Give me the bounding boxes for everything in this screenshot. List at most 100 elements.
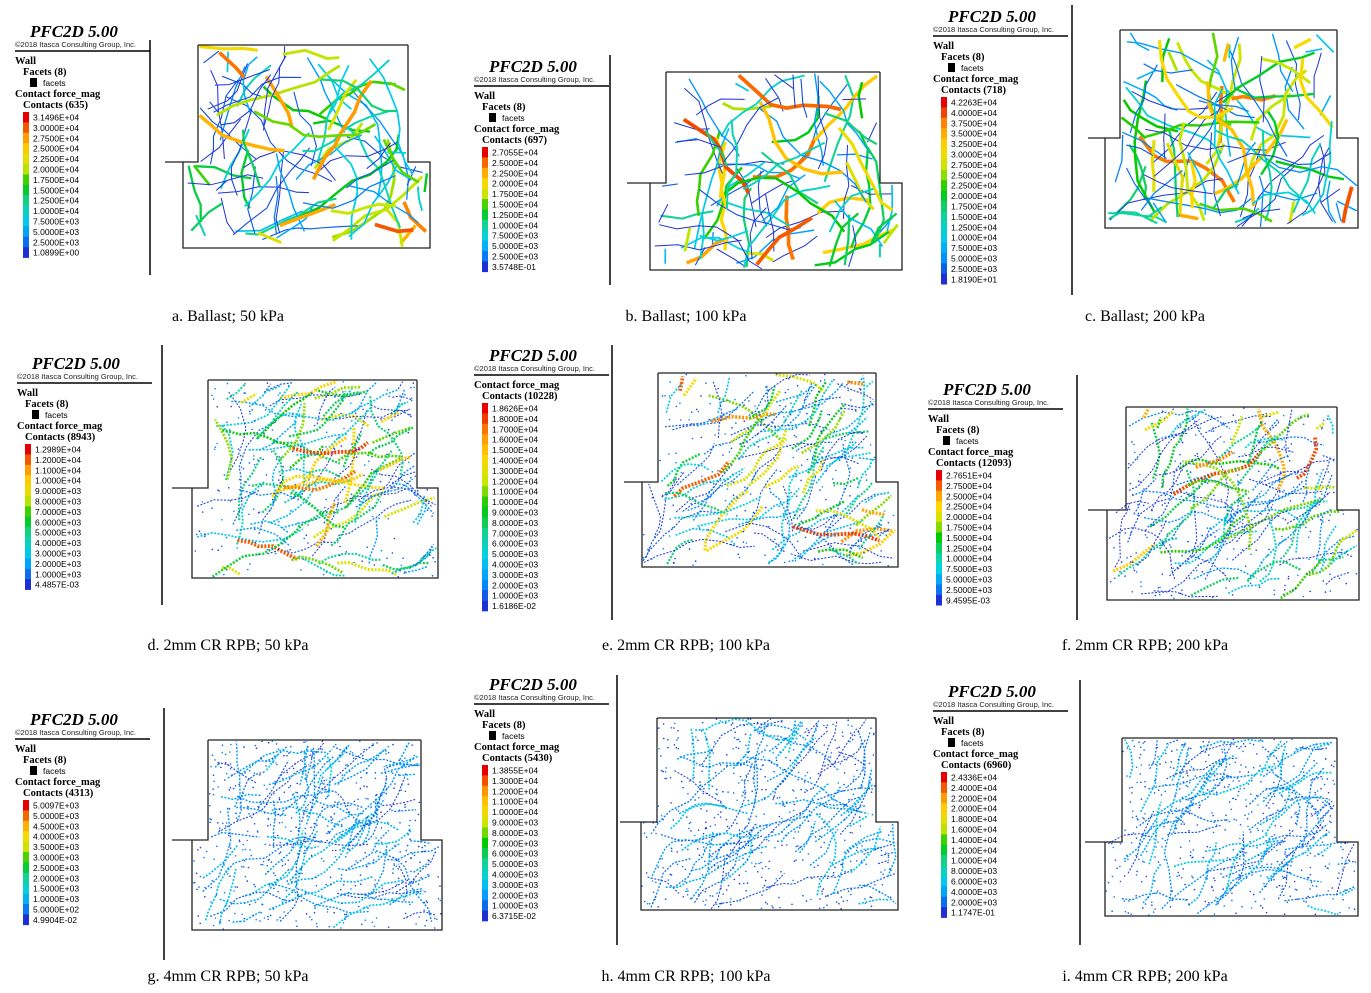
force-chain xyxy=(315,501,337,548)
contact-dot xyxy=(831,478,834,480)
contact-dot xyxy=(287,384,290,387)
contact-dot xyxy=(830,752,833,754)
contact-dot xyxy=(782,779,784,782)
contact-dot xyxy=(306,847,308,850)
force-chain xyxy=(320,413,370,428)
legend-swatch xyxy=(941,865,947,877)
contact-dot xyxy=(1156,467,1158,469)
contact-dot xyxy=(385,753,387,755)
force-chain xyxy=(1167,824,1222,836)
contact-dot xyxy=(746,488,748,490)
contact-dot xyxy=(1233,818,1235,821)
contact-dot xyxy=(865,849,867,852)
contact-dot xyxy=(1330,821,1332,824)
contact-dot xyxy=(1258,769,1260,772)
force-chain xyxy=(800,78,808,118)
contact-dot xyxy=(791,903,793,906)
contact-dot xyxy=(819,878,821,880)
contact-dot xyxy=(849,732,852,734)
contact-dot xyxy=(1264,460,1266,463)
contact-dot xyxy=(278,797,281,799)
force-chain xyxy=(865,380,874,388)
contact-dot xyxy=(1249,582,1252,584)
contact-dot xyxy=(1283,593,1285,596)
contact-dot xyxy=(742,857,744,860)
contact-dot xyxy=(1175,807,1178,810)
force-chain xyxy=(387,845,441,861)
contact-dot xyxy=(819,380,822,382)
contact-dot xyxy=(426,901,429,904)
contact-dot xyxy=(211,394,213,397)
contact-dot xyxy=(367,892,370,895)
force-chain xyxy=(707,831,753,871)
contact-dot xyxy=(424,890,426,893)
contact-dot xyxy=(229,844,231,846)
contact-dot xyxy=(864,898,866,900)
contact-dot xyxy=(1320,748,1322,751)
contact-dot xyxy=(654,535,656,538)
contact-dot xyxy=(268,858,271,861)
contact-dot xyxy=(1285,753,1288,755)
legend-swatch xyxy=(482,188,488,200)
contact-dot xyxy=(869,896,871,898)
legend-label: 1.8626E+04 xyxy=(492,404,538,414)
contact-dot xyxy=(290,830,292,832)
contact-dot xyxy=(1218,759,1221,761)
legend-label: 4.0000E+03 xyxy=(35,538,81,548)
contact-dot xyxy=(263,433,266,435)
contact-dot xyxy=(852,793,855,796)
contact-dot xyxy=(1156,890,1159,892)
contact-dot xyxy=(733,772,735,775)
contact-dot xyxy=(268,883,271,885)
contact-dot xyxy=(1269,793,1272,795)
force-chain xyxy=(374,222,414,234)
legend-label: 9.0000E+03 xyxy=(492,818,538,828)
contact-dot xyxy=(717,387,719,390)
contact-dot xyxy=(419,840,422,843)
contact-dot xyxy=(424,924,426,927)
contact-dot xyxy=(748,833,751,835)
contact-dot xyxy=(1181,554,1183,557)
contact-dot xyxy=(712,752,714,754)
contact-dot xyxy=(761,788,763,791)
contact-dot xyxy=(230,458,233,461)
contact-dot xyxy=(1257,860,1260,863)
contact-dot xyxy=(247,808,249,811)
contact-dot xyxy=(805,421,807,423)
contact-dot xyxy=(698,527,701,529)
force-chain xyxy=(772,235,818,263)
contact-dot xyxy=(306,808,309,811)
contact-dot xyxy=(365,772,368,774)
legend-label: 1.5000E+04 xyxy=(33,185,79,195)
force-chain xyxy=(730,423,830,436)
contact-dot xyxy=(238,840,241,843)
contact-dot xyxy=(1136,817,1138,820)
contact-dot xyxy=(1195,542,1197,544)
contact-dot xyxy=(701,770,703,773)
contact-dot xyxy=(1218,763,1221,765)
legend-swatch xyxy=(23,174,29,186)
force-chain xyxy=(382,798,417,806)
legend-label: 5.0000E+03 xyxy=(33,811,79,821)
contact-dot xyxy=(738,556,741,559)
contact-dot xyxy=(1207,462,1210,465)
contact-dot xyxy=(892,514,895,517)
force-chain xyxy=(264,793,301,876)
legend-label: 1.8000E+04 xyxy=(951,814,997,824)
contact-dot xyxy=(849,495,851,497)
contact-dot xyxy=(692,564,694,566)
force-chain xyxy=(723,97,779,163)
legend-label: 1.2500E+04 xyxy=(492,210,538,220)
contact-dot xyxy=(267,818,270,821)
contact-dot xyxy=(233,890,235,892)
contact-dot xyxy=(309,916,311,918)
force-chain xyxy=(1222,864,1254,878)
contact-dot xyxy=(766,903,769,905)
software-title: PFC2D 5.00 xyxy=(488,346,577,365)
contact-dot xyxy=(243,392,245,394)
contact-dot xyxy=(388,435,391,437)
contact-dot xyxy=(412,382,415,384)
contact-dot xyxy=(861,785,863,787)
contact-dot xyxy=(364,464,366,466)
contact-dot xyxy=(1289,422,1291,424)
